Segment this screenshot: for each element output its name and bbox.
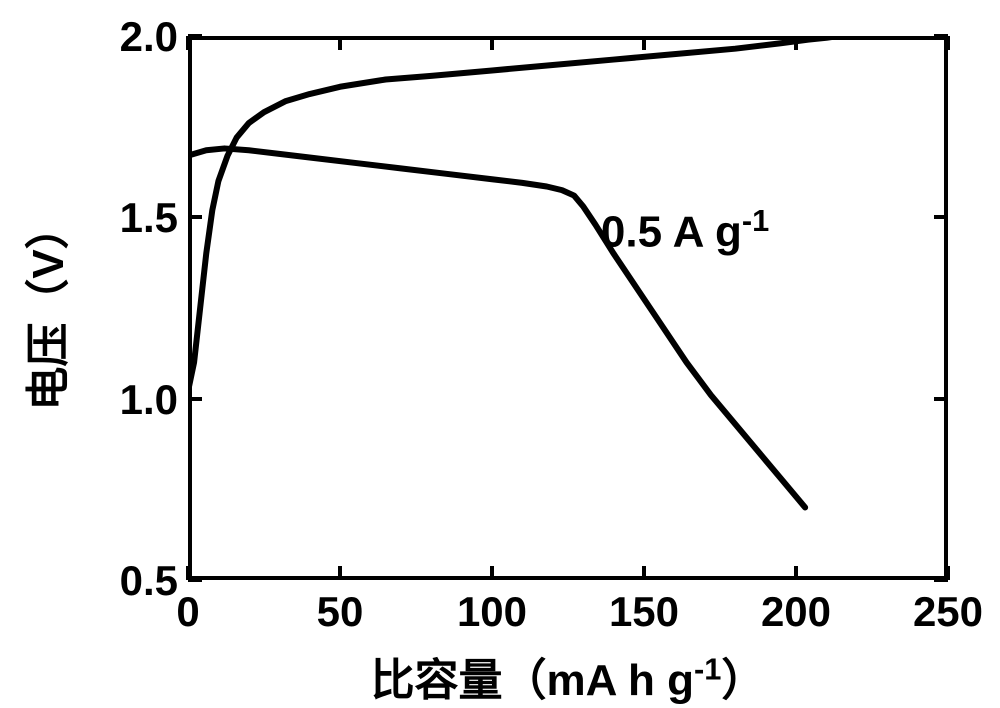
y-axis-label: 电压（V） bbox=[0, 36, 88, 580]
y-tick bbox=[188, 578, 202, 582]
y-tick bbox=[188, 397, 202, 401]
x-tick-top bbox=[490, 36, 494, 50]
y-tick-right bbox=[934, 578, 948, 582]
y-tick-right bbox=[934, 215, 948, 219]
x-tick-top bbox=[642, 36, 646, 50]
voltage-capacity-chart: 0501001502002500.51.01.52.0比容量（mA h g-1）… bbox=[0, 0, 1000, 708]
y-tick-label: 1.0 bbox=[78, 376, 178, 424]
x-tick-label: 100 bbox=[442, 588, 542, 636]
axis-right bbox=[944, 36, 948, 580]
x-tick-label: 50 bbox=[290, 588, 390, 636]
y-tick-right bbox=[934, 397, 948, 401]
y-tick-right bbox=[934, 34, 948, 38]
y-tick bbox=[188, 215, 202, 219]
axis-bottom bbox=[188, 576, 948, 580]
y-tick-label: 1.5 bbox=[78, 194, 178, 242]
axis-left bbox=[188, 36, 192, 580]
x-tick-top bbox=[338, 36, 342, 50]
axis-top bbox=[188, 36, 948, 40]
x-tick-label: 250 bbox=[898, 588, 998, 636]
x-tick bbox=[794, 566, 798, 580]
y-tick bbox=[188, 34, 202, 38]
x-tick-top bbox=[946, 36, 950, 50]
x-tick bbox=[338, 566, 342, 580]
annotation: 0.5 A g-1 bbox=[601, 203, 769, 258]
x-tick bbox=[490, 566, 494, 580]
x-tick-top bbox=[186, 36, 190, 50]
y-tick-label: 2.0 bbox=[78, 13, 178, 61]
x-axis-label: 比容量（mA h g-1） bbox=[188, 644, 948, 708]
y-tick-label: 0.5 bbox=[78, 557, 178, 605]
x-tick-label: 150 bbox=[594, 588, 694, 636]
x-tick-label: 200 bbox=[746, 588, 846, 636]
x-tick-top bbox=[794, 36, 798, 50]
x-tick bbox=[642, 566, 646, 580]
